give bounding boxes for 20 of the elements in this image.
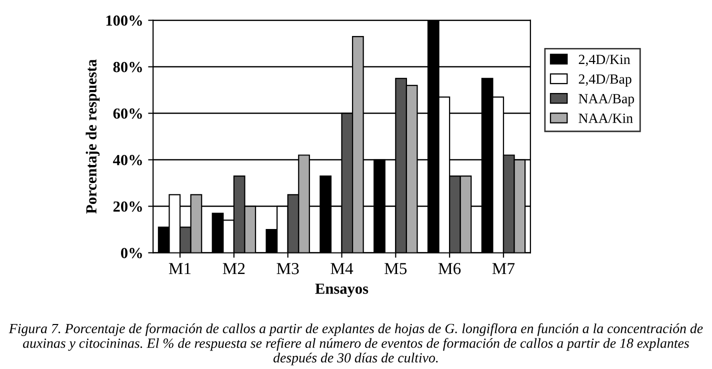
x-tick-label: M5 (384, 263, 407, 274)
y-tick-label: 80% (113, 62, 142, 72)
legend-label: NAA/Bap (578, 94, 634, 106)
x-tick-label: M7 (492, 263, 515, 274)
legend-label: 2,4D/Bap (578, 74, 632, 87)
y-tick-label: 40% (113, 154, 142, 166)
legend-label: NAA/Kin (578, 114, 633, 123)
y-axis-title: Porcentaje de respuesta (86, 59, 100, 214)
legend-label: 2,4D/Kin (578, 54, 630, 66)
text: Figura 7. Porcentaje de formación de callos a partir de explantes de hojas de G. longiflora en función a la concentración de auxinas y citocininas. El % de respuesta se refiere al número de eventos de formación de callos a partir de 18 explantes después de 30 días de cultivo. (8, 323, 703, 366)
x-tick-label: M2 (222, 263, 245, 274)
y-tick-label: 100% (106, 15, 142, 26)
y-tick-label: 0% (121, 248, 142, 258)
x-tick-label: M4 (330, 263, 354, 274)
x-axis-title: Ensayos (315, 284, 368, 298)
x-tick-label: M3 (276, 263, 299, 274)
x-tick-label: M6 (438, 263, 461, 274)
x-tick-label: M1 (168, 263, 191, 274)
y-tick-label: 20% (113, 201, 142, 212)
y-tick-label: 60% (113, 108, 142, 119)
